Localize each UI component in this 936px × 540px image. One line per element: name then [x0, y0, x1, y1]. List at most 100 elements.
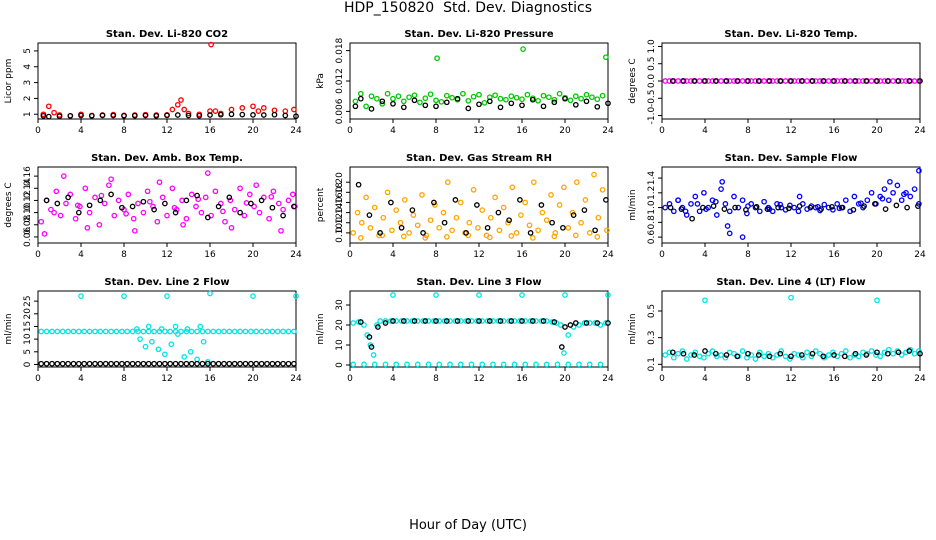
x-tick-label: 0 — [35, 126, 41, 136]
y-axis-label: ml/min — [4, 313, 14, 344]
data-point — [108, 360, 114, 367]
data-point — [669, 349, 676, 356]
data-point — [159, 194, 166, 201]
data-point — [226, 360, 233, 367]
data-point — [834, 201, 841, 207]
data-point — [134, 326, 140, 332]
data-point — [718, 352, 724, 358]
data-point — [237, 209, 243, 216]
data-point — [231, 360, 238, 367]
data-point — [583, 320, 590, 326]
data-point — [475, 224, 481, 231]
data-point — [174, 112, 181, 118]
y-tick-label: -0.5 — [647, 89, 657, 107]
data-point — [777, 350, 784, 357]
data-point — [253, 182, 260, 189]
data-point — [594, 103, 601, 110]
data-point — [764, 206, 771, 212]
data-point — [374, 95, 380, 102]
panel-title: Stan. Dev. Li-820 Temp. — [724, 29, 857, 40]
data-point — [481, 99, 488, 106]
data-point — [228, 111, 235, 118]
data-point — [581, 320, 588, 326]
data-point — [260, 112, 267, 118]
series-2 — [357, 318, 611, 350]
data-point — [291, 106, 297, 113]
data-point — [124, 328, 131, 335]
x-tick-label: 16 — [828, 250, 840, 260]
data-point — [228, 224, 235, 231]
data-point — [270, 188, 277, 195]
data-point — [662, 352, 669, 358]
data-point — [561, 184, 567, 191]
data-point — [830, 206, 836, 213]
data-point — [256, 209, 263, 216]
data-point — [231, 328, 238, 335]
data-point — [497, 95, 504, 102]
plot-frame — [661, 42, 921, 120]
data-point — [228, 106, 235, 113]
data-point — [444, 179, 451, 186]
data-point — [129, 203, 136, 210]
data-point — [54, 360, 61, 367]
y-axis-label: ml/min — [316, 313, 326, 344]
data-point — [533, 361, 539, 368]
data-point — [890, 350, 896, 357]
data-point — [901, 191, 907, 198]
data-point — [879, 195, 886, 202]
data-point — [538, 202, 545, 208]
y-tick-label: 5 — [23, 48, 33, 54]
data-point — [484, 224, 491, 231]
data-point — [517, 318, 523, 324]
data-point — [511, 361, 518, 368]
data-point — [422, 102, 429, 109]
data-point — [162, 360, 168, 367]
data-point — [220, 208, 226, 215]
y-tick-label: 0.10 — [23, 202, 33, 222]
x-tick-label: 8 — [121, 374, 127, 384]
data-point — [285, 197, 292, 204]
data-point — [500, 204, 507, 211]
data-point — [215, 203, 222, 210]
data-point — [212, 188, 219, 195]
data-point — [382, 320, 389, 326]
data-point — [243, 200, 250, 206]
data-point — [153, 112, 160, 119]
data-point — [722, 201, 729, 207]
data-point — [842, 197, 849, 204]
data-point — [702, 78, 708, 84]
data-point — [694, 201, 701, 207]
data-point — [164, 293, 170, 299]
y-tick-label: 0.012 — [335, 68, 345, 94]
data-point — [539, 209, 546, 216]
data-point — [74, 202, 81, 209]
y-tick-label: 0.3 — [647, 331, 657, 345]
data-point — [285, 360, 292, 367]
data-point — [210, 360, 217, 367]
data-point — [874, 349, 880, 356]
data-point — [766, 206, 773, 212]
data-point — [735, 204, 742, 211]
data-point — [761, 353, 767, 360]
x-tick-label: 8 — [433, 250, 439, 260]
data-point — [113, 328, 120, 335]
data-point — [207, 290, 213, 297]
data-point — [395, 93, 402, 100]
data-point — [129, 328, 136, 335]
data-point — [535, 97, 541, 104]
data-point — [522, 199, 529, 206]
x-tick-label: 8 — [745, 374, 751, 384]
data-point — [591, 171, 597, 178]
data-point — [565, 224, 572, 231]
data-point — [45, 103, 52, 110]
data-point — [260, 105, 267, 111]
data-point — [709, 348, 716, 354]
data-point — [887, 178, 893, 185]
data-point — [718, 186, 724, 192]
data-point — [183, 197, 190, 204]
x-tick-label: 16 — [516, 374, 528, 384]
data-point — [239, 105, 246, 111]
data-point — [474, 318, 480, 324]
